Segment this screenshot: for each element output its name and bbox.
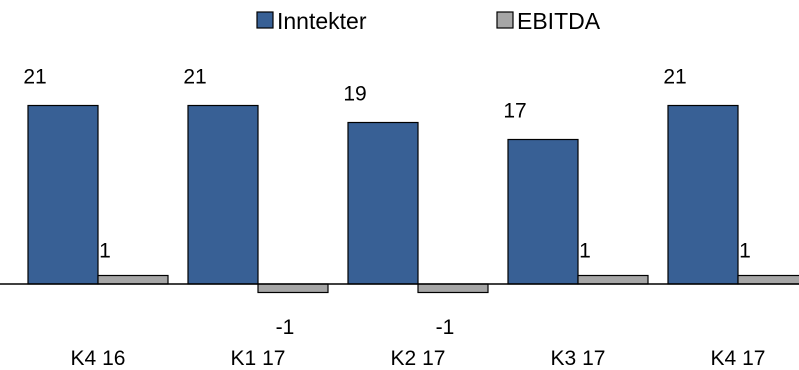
data-label-inntekter-k4-17: 21 (663, 66, 686, 89)
bar-ebitda-k3-17 (577, 274, 649, 285)
data-label-ebitda-k4-16: 1 (99, 240, 111, 263)
bars: 21 1 21 -1 19 -1 17 1 21 1 (23, 66, 799, 339)
legend-swatch-ebitda (496, 11, 514, 29)
data-label-inntekter-k3-17: 17 (503, 100, 526, 123)
category-label-k4-17: K4 17 (711, 347, 766, 370)
data-label-inntekter-k2-17: 19 (343, 83, 366, 106)
bar-inntekter-k2-17 (347, 121, 419, 285)
category-label-k4-16: K4 16 (71, 347, 126, 370)
legend-swatch-inntekter (256, 11, 274, 29)
category-labels: K4 16 K1 17 K2 17 K3 17 K4 17 (71, 347, 766, 370)
category-label-k3-17: K3 17 (551, 347, 606, 370)
bar-inntekter-k1-17 (187, 104, 259, 285)
bar-ebitda-k4-17 (737, 274, 799, 285)
bar-ebitda-k1-17 (257, 283, 329, 294)
category-label-k1-17: K1 17 (231, 347, 286, 370)
data-label-ebitda-k3-17: 1 (579, 240, 591, 263)
category-label-k2-17: K2 17 (391, 347, 446, 370)
bar-ebitda-k2-17 (417, 283, 489, 294)
data-label-inntekter-k1-17: 21 (183, 66, 206, 89)
legend-item-ebitda: EBITDA (496, 8, 601, 34)
legend: Inntekter EBITDA (256, 8, 601, 34)
bar-ebitda-k4-16 (97, 274, 169, 285)
legend-label-ebitda: EBITDA (517, 8, 601, 34)
data-label-inntekter-k4-16: 21 (23, 66, 46, 89)
data-label-ebitda-k4-17: 1 (739, 240, 751, 263)
data-label-ebitda-k2-17: -1 (436, 316, 455, 339)
bar-inntekter-k3-17 (507, 138, 579, 285)
bar-inntekter-k4-16 (27, 104, 99, 285)
legend-label-inntekter: Inntekter (277, 8, 367, 34)
data-label-ebitda-k1-17: -1 (276, 316, 295, 339)
bar-inntekter-k4-17 (667, 104, 739, 285)
legend-item-inntekter: Inntekter (256, 8, 367, 34)
